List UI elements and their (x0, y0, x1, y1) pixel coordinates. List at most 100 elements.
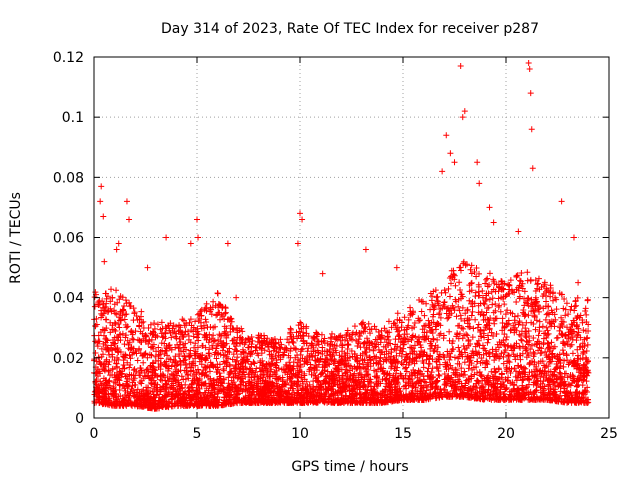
roti-point (547, 285, 554, 292)
roti-point (500, 353, 507, 360)
roti-point (105, 391, 112, 398)
roti-point (542, 316, 549, 323)
roti-point (106, 351, 113, 358)
roti-point (479, 294, 486, 301)
roti-point (468, 312, 475, 319)
roti-point (314, 337, 321, 344)
roti-point (455, 303, 462, 310)
roti-point (558, 314, 565, 321)
roti-point (432, 378, 439, 385)
roti-point (217, 351, 224, 358)
roti-point (484, 339, 491, 346)
roti-point (131, 375, 138, 382)
roti-point (305, 345, 312, 352)
roti-point (526, 369, 533, 376)
roti-point (470, 325, 477, 332)
roti-point (502, 347, 509, 354)
roti-point (134, 357, 141, 364)
roti-point (145, 325, 152, 332)
roti-point (290, 385, 297, 392)
roti-point (486, 296, 493, 303)
roti-point (532, 288, 539, 295)
roti-point (373, 326, 380, 333)
roti-point (178, 373, 185, 380)
roti-point (165, 398, 172, 405)
roti-point (156, 391, 163, 398)
roti-point (484, 361, 491, 368)
roti-point (427, 306, 434, 313)
roti-point (421, 312, 428, 319)
roti-point (366, 326, 373, 333)
roti-point (535, 308, 542, 315)
roti-point (583, 311, 590, 318)
roti-point (215, 300, 222, 307)
roti-point (140, 359, 147, 366)
roti-point (95, 302, 102, 309)
roti-point (207, 359, 214, 366)
roti-point (365, 320, 372, 327)
roti-point (430, 319, 437, 326)
roti-point (198, 312, 205, 319)
roti-point (327, 334, 334, 341)
roti-point (123, 300, 130, 307)
roti-point (360, 340, 367, 347)
roti-point (580, 327, 587, 334)
roti-point (347, 335, 354, 342)
roti-point (560, 305, 567, 312)
roti-point (500, 381, 507, 388)
roti-point (168, 346, 175, 353)
roti-point (561, 357, 568, 364)
roti-point (103, 295, 110, 302)
roti-point (138, 380, 145, 387)
roti-point (186, 353, 193, 360)
roti-point (456, 279, 463, 286)
roti-point (309, 353, 316, 360)
roti-point (277, 336, 284, 343)
roti-point (466, 361, 473, 368)
roti-point (510, 351, 517, 358)
roti-point (581, 336, 588, 343)
roti-point (269, 371, 276, 378)
roti-point (273, 367, 280, 374)
roti-point (111, 307, 118, 314)
roti-point (418, 308, 425, 315)
roti-point (474, 369, 481, 376)
roti-point (484, 275, 491, 282)
roti-point (387, 340, 394, 347)
roti-point (514, 312, 521, 319)
roti-point (434, 344, 441, 351)
roti-point (180, 376, 187, 383)
roti-point (507, 327, 514, 334)
roti-point (502, 311, 509, 318)
roti-point (477, 329, 484, 336)
roti-point (353, 337, 360, 344)
roti-point (468, 352, 475, 359)
roti-point (450, 369, 457, 376)
roti-point (447, 362, 454, 369)
roti-point (158, 340, 165, 347)
roti-point (134, 386, 141, 393)
roti-point (411, 320, 418, 327)
roti-point (221, 328, 228, 335)
roti-point (540, 341, 547, 348)
roti-point (528, 296, 535, 303)
roti-point (375, 329, 382, 336)
roti-point (123, 311, 130, 318)
roti-point (492, 315, 499, 322)
roti-point (524, 269, 531, 276)
roti-point (108, 286, 115, 293)
roti-point (481, 301, 488, 308)
roti-point (459, 304, 466, 311)
roti-point (584, 341, 591, 348)
roti-point (195, 337, 202, 344)
roti-point (271, 335, 278, 342)
roti-point (482, 280, 489, 287)
roti-point (371, 323, 378, 330)
roti-point (525, 312, 532, 319)
roti-point (173, 323, 180, 330)
roti-point (437, 322, 444, 329)
roti-point (465, 365, 472, 372)
roti-point (551, 343, 558, 350)
